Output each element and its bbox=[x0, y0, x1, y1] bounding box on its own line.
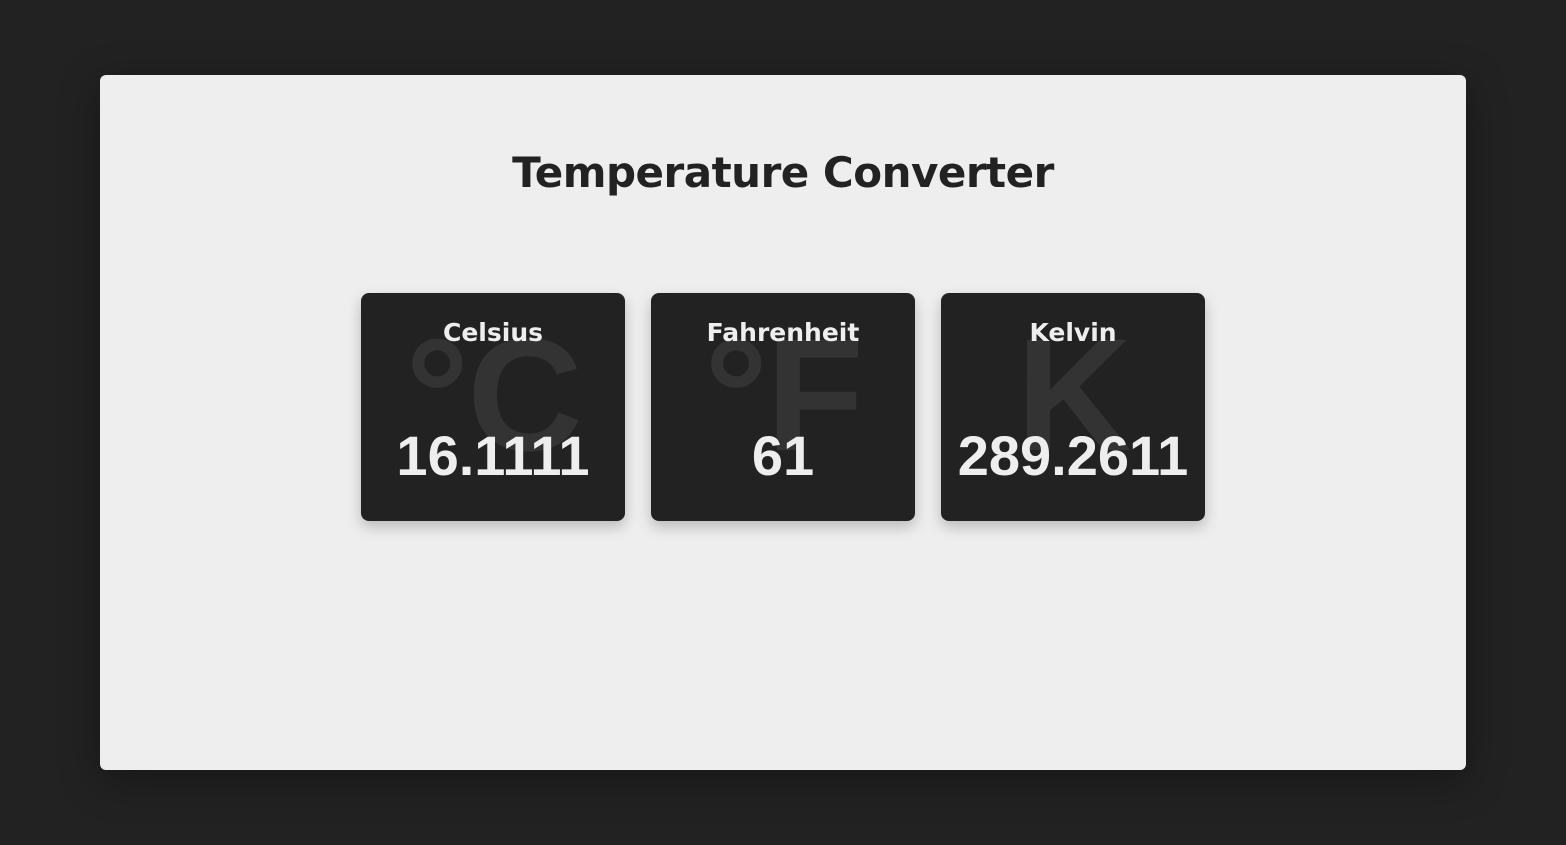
celsius-card: °C Celsius 16.1111 bbox=[361, 293, 625, 521]
celsius-value[interactable]: 16.1111 bbox=[396, 424, 590, 487]
fahrenheit-symbol-watermark: °F bbox=[704, 305, 864, 484]
celsius-symbol-watermark: °C bbox=[405, 305, 583, 484]
unit-cards: °C Celsius 16.1111 °F Fahrenheit 61 K Ke… bbox=[361, 293, 1205, 521]
kelvin-value[interactable]: 289.2611 bbox=[957, 424, 1189, 487]
kelvin-symbol-watermark: K bbox=[1016, 305, 1132, 484]
fahrenheit-label: Fahrenheit bbox=[706, 318, 860, 347]
kelvin-label: Kelvin bbox=[1029, 318, 1117, 347]
celsius-label: Celsius bbox=[443, 318, 543, 347]
fahrenheit-value[interactable]: 61 bbox=[751, 424, 815, 487]
fahrenheit-card: °F Fahrenheit 61 bbox=[651, 293, 915, 521]
page-title: Temperature Converter bbox=[512, 148, 1054, 197]
converter-panel: Temperature Converter °C Celsius 16.1111… bbox=[100, 75, 1466, 770]
kelvin-card: K Kelvin 289.2611 bbox=[941, 293, 1205, 521]
